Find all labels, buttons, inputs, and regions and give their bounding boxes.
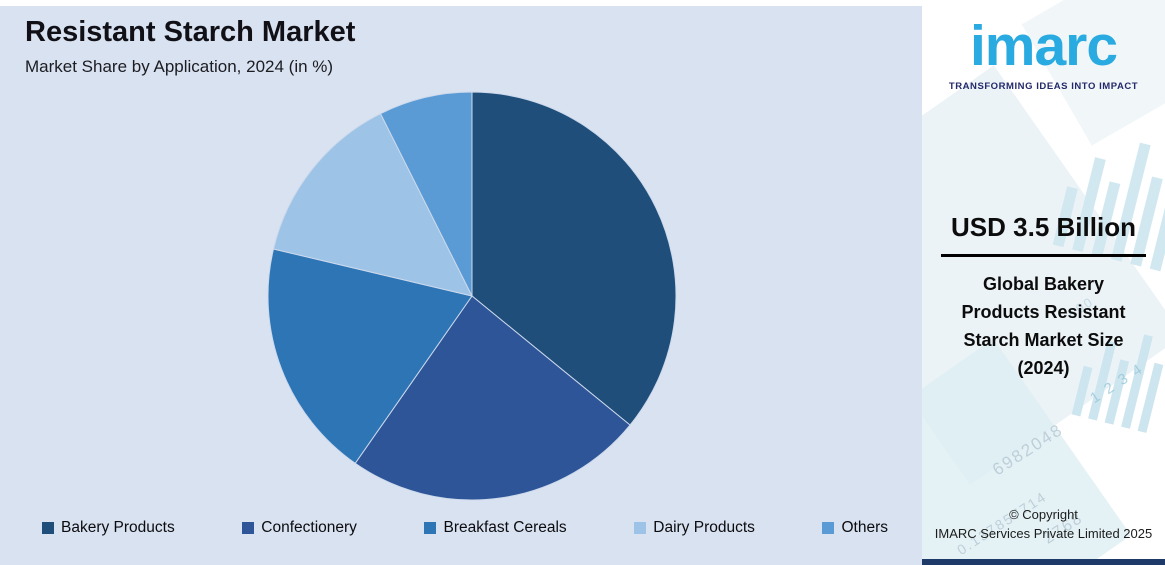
- legend-item-confectionery: Confectionery: [242, 519, 357, 537]
- top-strip: [0, 0, 922, 6]
- copyright-line1: © Copyright: [1009, 507, 1078, 522]
- legend-item-breakfast-cereals: Breakfast Cereals: [424, 519, 567, 537]
- legend-marker-icon: [242, 522, 255, 534]
- legend-item-others: Others: [822, 519, 888, 537]
- copyright-line2: IMARC Services Private Limited 2025: [934, 525, 1153, 541]
- market-size-label: Global Bakery Products Resistant Starch …: [961, 274, 1126, 378]
- copyright: © Copyright IMARC Services Private Limit…: [922, 506, 1165, 544]
- legend-label: Bakery Products: [61, 519, 175, 536]
- market-size-value: USD 3.5 Billion: [951, 212, 1136, 242]
- legend-item-dairy-products: Dairy Products: [634, 519, 755, 537]
- chart-panel: Resistant Starch Market Market Share by …: [0, 6, 922, 565]
- sidebar: 6982048 2768 0.137857714 1 2 3 4 500 ima…: [922, 0, 1165, 565]
- legend-label: Breakfast Cereals: [443, 519, 567, 536]
- sidebar-accent-strip: [922, 559, 1165, 565]
- legend-label: Others: [841, 519, 888, 536]
- pie-slice-others: [379, 91, 473, 297]
- legend-marker-icon: [424, 522, 437, 534]
- legend-item-bakery-products: Bakery Products: [42, 519, 175, 537]
- market-size-highlight: USD 3.5 Billion Global Bakery Products R…: [922, 212, 1165, 383]
- legend: Bakery Products Confectionery Breakfast …: [42, 519, 888, 537]
- pie-slice-breakfast-cereals: [267, 248, 473, 464]
- sidebar-content: imarc TRANSFORMING IDEAS INTO IMPACT USD…: [922, 0, 1165, 565]
- legend-marker-icon: [822, 522, 835, 534]
- legend-label: Dairy Products: [653, 519, 755, 536]
- legend-label: Confectionery: [261, 519, 357, 536]
- pie-svg: [267, 91, 677, 501]
- pie-chart: [267, 91, 677, 501]
- legend-marker-icon: [634, 522, 647, 534]
- imarc-logo: imarc TRANSFORMING IDEAS INTO IMPACT: [922, 8, 1165, 92]
- page-subtitle: Market Share by Application, 2024 (in %): [25, 57, 334, 76]
- imarc-logo-tagline: TRANSFORMING IDEAS INTO IMPACT: [948, 80, 1139, 92]
- divider: [941, 254, 1146, 257]
- pie-slice-bakery-products: [471, 91, 677, 426]
- pie-slice-dairy-products: [272, 112, 473, 297]
- legend-marker-icon: [42, 522, 54, 534]
- page-title: Resistant Starch Market: [25, 16, 356, 48]
- pie-slice-confectionery: [354, 295, 631, 501]
- imarc-logo-text: imarc: [969, 14, 1118, 78]
